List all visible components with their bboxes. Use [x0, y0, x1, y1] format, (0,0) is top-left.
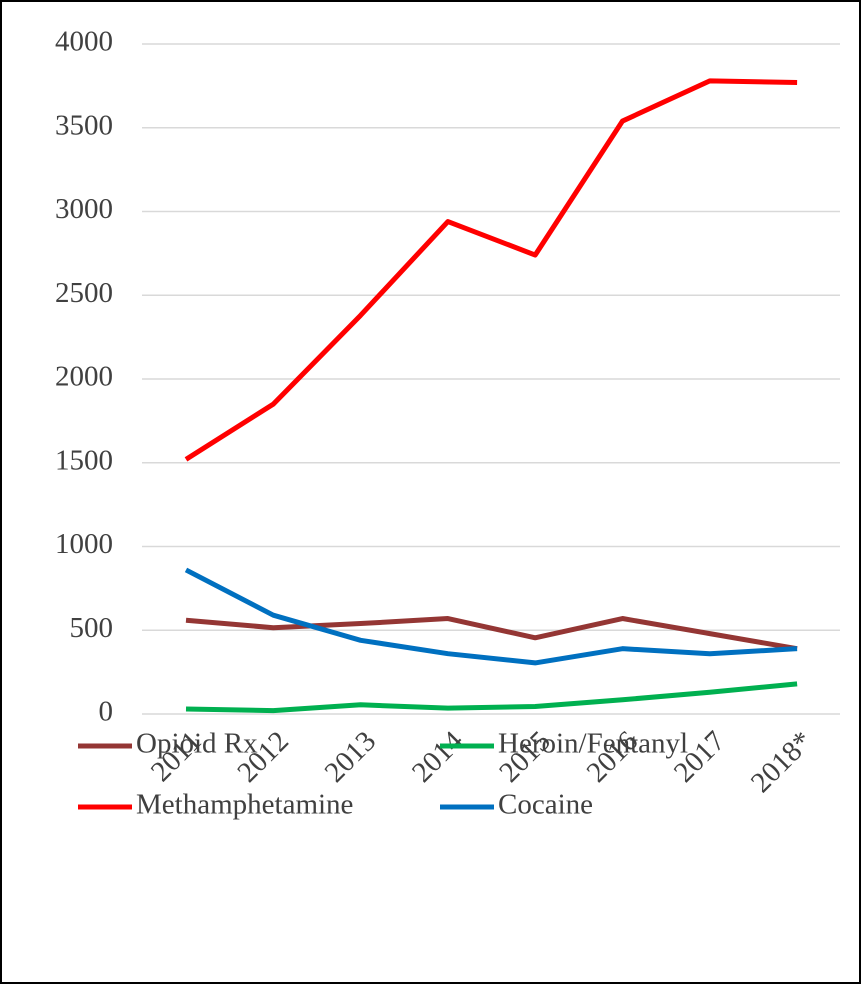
line-series — [185, 616, 798, 652]
y-tick-label: 1500 — [55, 444, 113, 476]
legend-label: Cocaine — [498, 789, 593, 821]
y-tick-label: 4000 — [55, 26, 113, 58]
y-tick-label: 3500 — [55, 109, 113, 141]
y-tick-label: 2000 — [55, 361, 113, 393]
legend-label: Methamphetamine — [136, 789, 353, 821]
y-tick-label: 500 — [70, 612, 114, 644]
legend-label: Heroin/Fentanyl — [498, 728, 688, 760]
legend-label: Opioid Rx — [136, 728, 258, 760]
y-tick-label: 2500 — [55, 277, 113, 309]
line-series — [185, 681, 798, 714]
line-series — [184, 78, 798, 462]
y-tick-label: 0 — [99, 696, 114, 728]
y-tick-label: 1000 — [55, 528, 113, 560]
line-series — [184, 567, 798, 666]
y-tick-label: 3000 — [55, 193, 113, 225]
